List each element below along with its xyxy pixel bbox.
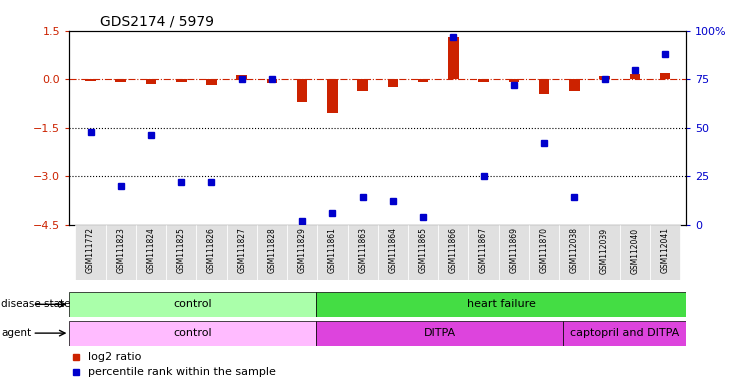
Bar (599, 76, 610, 79)
FancyBboxPatch shape (347, 225, 378, 280)
Bar (509, 79, 519, 82)
FancyBboxPatch shape (106, 225, 136, 280)
Bar (266, 79, 277, 83)
Text: GSM111829: GSM111829 (298, 227, 307, 273)
Bar (327, 79, 338, 113)
FancyBboxPatch shape (499, 225, 529, 280)
Text: control: control (174, 328, 212, 338)
FancyBboxPatch shape (75, 225, 106, 280)
Text: GSM111861: GSM111861 (328, 227, 337, 273)
FancyBboxPatch shape (620, 225, 650, 280)
Text: heart failure: heart failure (466, 299, 536, 310)
Text: GSM112040: GSM112040 (630, 227, 639, 273)
FancyBboxPatch shape (408, 225, 438, 280)
Text: GSM111866: GSM111866 (449, 227, 458, 273)
Text: GSM111826: GSM111826 (207, 227, 216, 273)
Text: log2 ratio: log2 ratio (88, 352, 141, 362)
Bar (297, 79, 307, 102)
Bar (478, 79, 489, 82)
Bar (206, 79, 217, 85)
Text: GSM111824: GSM111824 (147, 227, 155, 273)
Bar (563, 321, 686, 346)
Text: GSM111863: GSM111863 (358, 227, 367, 273)
Text: GSM111870: GSM111870 (539, 227, 548, 273)
FancyBboxPatch shape (378, 225, 408, 280)
Bar (176, 79, 187, 83)
Bar (69, 292, 316, 317)
FancyBboxPatch shape (469, 225, 499, 280)
FancyBboxPatch shape (529, 225, 559, 280)
Bar (316, 292, 686, 317)
Bar (316, 321, 563, 346)
Bar (146, 79, 156, 84)
Text: GSM111867: GSM111867 (479, 227, 488, 273)
FancyBboxPatch shape (257, 225, 287, 280)
Text: GSM112041: GSM112041 (661, 227, 669, 273)
Text: GSM111772: GSM111772 (86, 227, 95, 273)
Text: GSM111869: GSM111869 (510, 227, 518, 273)
Bar (85, 79, 96, 81)
Text: GSM112039: GSM112039 (600, 227, 609, 273)
Bar (569, 79, 580, 91)
Text: control: control (174, 299, 212, 310)
Text: GSM111825: GSM111825 (177, 227, 185, 273)
Bar (448, 37, 458, 79)
Bar (418, 79, 429, 82)
Text: GSM111864: GSM111864 (388, 227, 397, 273)
FancyBboxPatch shape (559, 225, 589, 280)
Bar (388, 79, 398, 87)
Bar (237, 75, 247, 79)
Text: disease state: disease state (1, 299, 71, 310)
FancyBboxPatch shape (318, 225, 347, 280)
Text: captopril and DITPA: captopril and DITPA (570, 328, 679, 338)
Text: GSM111823: GSM111823 (116, 227, 126, 273)
Bar (358, 79, 368, 91)
Bar (69, 321, 316, 346)
FancyBboxPatch shape (196, 225, 226, 280)
Text: GSM111827: GSM111827 (237, 227, 246, 273)
Text: GSM112038: GSM112038 (570, 227, 579, 273)
Text: percentile rank within the sample: percentile rank within the sample (88, 367, 276, 377)
Text: DITPA: DITPA (423, 328, 456, 338)
FancyBboxPatch shape (438, 225, 469, 280)
Text: agent: agent (1, 328, 31, 338)
FancyBboxPatch shape (136, 225, 166, 280)
Bar (115, 79, 126, 82)
FancyBboxPatch shape (650, 225, 680, 280)
Text: GSM111865: GSM111865 (418, 227, 428, 273)
FancyBboxPatch shape (589, 225, 620, 280)
Bar (539, 79, 550, 94)
FancyBboxPatch shape (287, 225, 318, 280)
Bar (660, 73, 670, 79)
Text: GDS2174 / 5979: GDS2174 / 5979 (100, 14, 214, 28)
FancyBboxPatch shape (226, 225, 257, 280)
FancyBboxPatch shape (166, 225, 196, 280)
Text: GSM111828: GSM111828 (267, 227, 277, 273)
Bar (629, 74, 640, 79)
